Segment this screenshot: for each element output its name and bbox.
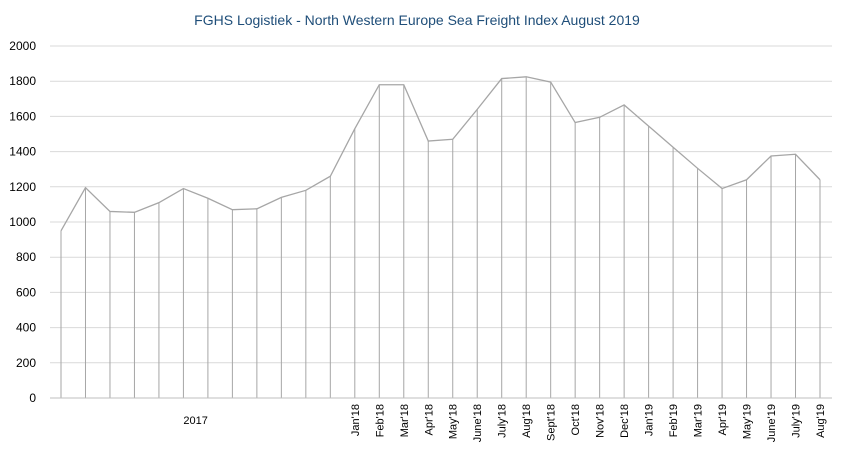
- y-tick-label: 1600: [9, 109, 36, 123]
- x-tick-label: June'19: [766, 404, 778, 442]
- y-tick-label: 200: [16, 356, 36, 370]
- x-tick-label: Feb'18: [374, 404, 386, 437]
- x-tick-label: May'18: [448, 404, 460, 439]
- y-tick-label: 2000: [9, 39, 36, 53]
- x-tick-label: Jan'19: [644, 404, 656, 436]
- x-tick-label: Apr'18: [423, 404, 435, 435]
- x-tick-label: Jan'18: [350, 404, 362, 436]
- x-tick-label: July'18: [497, 404, 509, 438]
- x-tick-label: Mar'18: [399, 404, 411, 437]
- x-tick-label: Mar'19: [693, 404, 705, 437]
- y-tick-label: 1000: [9, 215, 36, 229]
- y-tick-label: 1200: [9, 180, 36, 194]
- x-tick-label: July'19: [791, 404, 803, 438]
- y-tick-label: 1800: [9, 74, 36, 88]
- y-axis-ticks: 0 200 400 600 800 1000 1200 1400 1600 1800 2000: [9, 39, 36, 405]
- y-tick-label: 0: [29, 391, 36, 405]
- y-tick-label: 1400: [9, 145, 36, 159]
- drop-lines: [60, 76, 821, 398]
- x-tick-label: Oct'18: [570, 404, 582, 435]
- x-tick-label: Feb'19: [668, 404, 680, 437]
- y-tick-label: 800: [16, 250, 36, 264]
- series-line: [60, 76, 821, 232]
- gridlines: [50, 45, 832, 364]
- x-axis-ticks: Jan'18 Feb'18 Mar'18 Apr'18 May'18 June'18 Jul…: [350, 404, 827, 442]
- x-tick-label: Apr'19: [717, 404, 729, 435]
- x-tick-label: Sept'18: [546, 404, 558, 441]
- x-tick-label: May'19: [742, 404, 754, 439]
- y-tick-label: 600: [16, 285, 36, 299]
- x-tick-label: June'18: [472, 404, 484, 442]
- y-tick-label: 400: [16, 321, 36, 335]
- x-group-label-2017: 2017: [183, 415, 207, 427]
- x-tick-label: Nov'18: [595, 404, 607, 438]
- x-tick-label: Aug'19: [815, 404, 827, 438]
- x-tick-label: Dec'18: [619, 404, 631, 438]
- x-tick-label: Aug'18: [521, 404, 533, 438]
- chart-title: FGHS Logistiek - North Western Europe Se…: [194, 12, 640, 28]
